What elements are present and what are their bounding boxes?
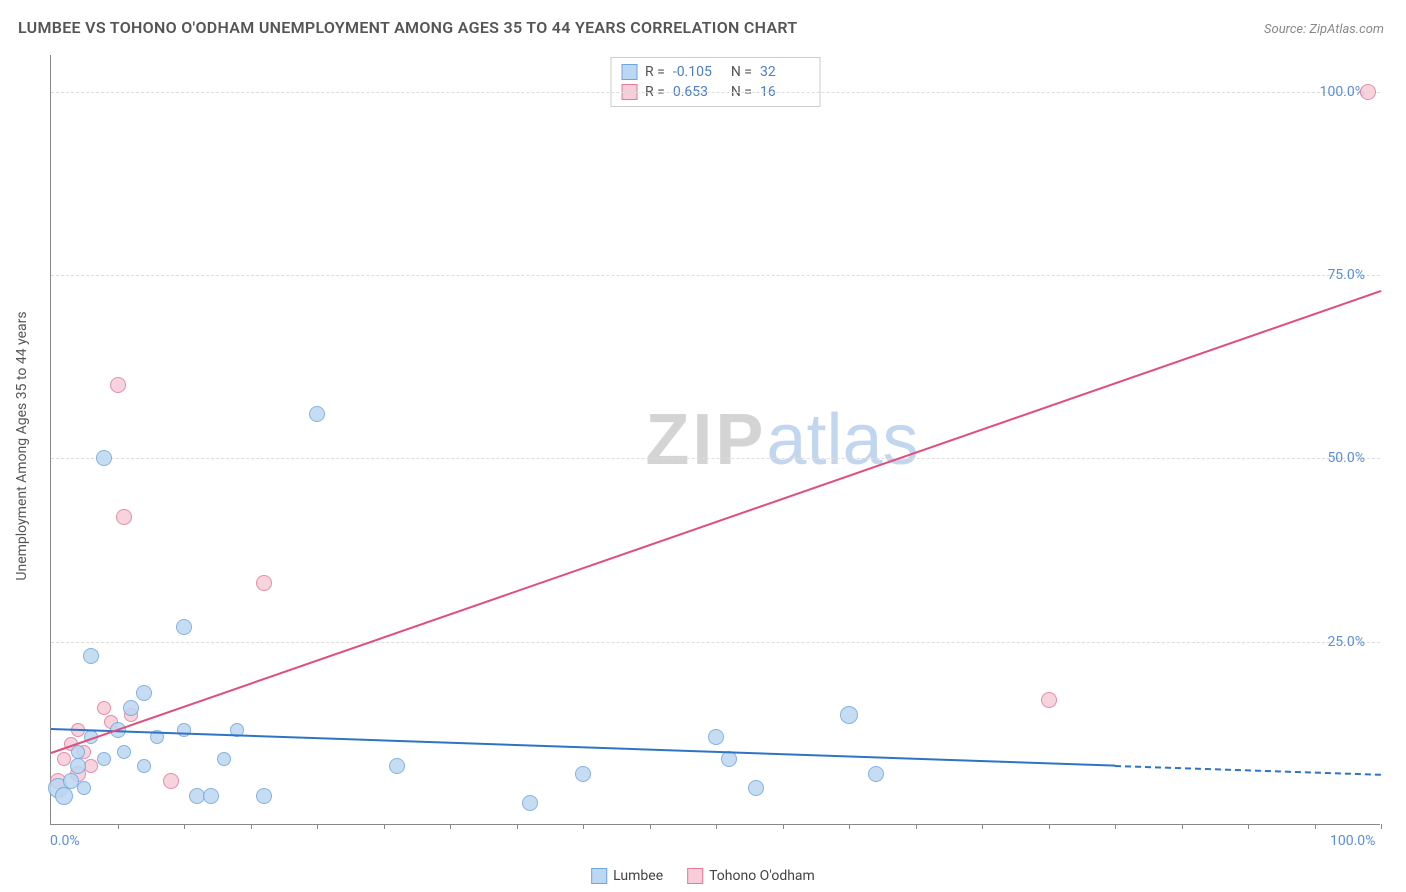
scatter-point-lumbee xyxy=(868,766,884,782)
scatter-point-tohono xyxy=(110,377,126,393)
watermark-zip: ZIP xyxy=(645,400,766,480)
scatter-point-lumbee xyxy=(71,745,85,759)
scatter-point-lumbee xyxy=(97,752,111,766)
scatter-point-lumbee xyxy=(217,752,231,766)
gridline xyxy=(51,275,1380,276)
y-tick-label: 75.0% xyxy=(1327,267,1365,283)
watermark: ZIPatlas xyxy=(645,399,918,481)
x-tick xyxy=(384,824,385,829)
scatter-point-lumbee xyxy=(136,685,152,701)
scatter-point-lumbee xyxy=(203,788,219,804)
gridline xyxy=(51,642,1380,643)
x-tick xyxy=(184,824,185,829)
scatter-point-tohono xyxy=(1360,84,1376,100)
y-tick-label: 100.0% xyxy=(1320,84,1365,100)
scatter-point-lumbee xyxy=(70,758,86,774)
stats-legend-box: R = -0.105 N = 32 R = 0.653 N = 16 xyxy=(610,57,821,107)
x-tick xyxy=(849,824,850,829)
scatter-point-tohono xyxy=(97,701,111,715)
gridline xyxy=(51,92,1380,93)
legend-label-tohono: Tohono O'odham xyxy=(709,868,815,884)
x-tick xyxy=(118,824,119,829)
trendline-lumbee xyxy=(51,728,1115,767)
legend-item-lumbee: Lumbee xyxy=(591,868,663,884)
scatter-point-lumbee xyxy=(55,787,73,805)
trendline-lumbee-dash xyxy=(1115,765,1381,776)
scatter-point-lumbee xyxy=(77,781,91,795)
source-attribution: Source: ZipAtlas.com xyxy=(1264,22,1384,37)
scatter-point-tohono xyxy=(116,509,132,525)
scatter-point-lumbee xyxy=(309,406,325,422)
scatter-point-tohono xyxy=(163,773,179,789)
scatter-point-tohono xyxy=(84,759,98,773)
scatter-point-lumbee xyxy=(840,706,858,724)
legend-swatch-lumbee xyxy=(591,868,607,884)
y-tick-label: 25.0% xyxy=(1327,634,1365,650)
scatter-point-lumbee xyxy=(117,745,131,759)
x-tick xyxy=(1381,824,1382,829)
plot-area: ZIPatlas R = -0.105 N = 32 R = 0.653 N =… xyxy=(50,55,1380,825)
x-tick xyxy=(982,824,983,829)
x-tick xyxy=(783,824,784,829)
r-label: R = xyxy=(645,64,665,80)
r-value-lumbee: -0.105 xyxy=(673,64,723,80)
scatter-point-lumbee xyxy=(83,648,99,664)
scatter-point-lumbee xyxy=(137,759,151,773)
x-tick-label: 0.0% xyxy=(50,833,80,849)
x-tick xyxy=(583,824,584,829)
x-tick xyxy=(916,824,917,829)
chart-container: LUMBEE VS TOHONO O'ODHAM UNEMPLOYMENT AM… xyxy=(0,0,1406,892)
stats-row-lumbee: R = -0.105 N = 32 xyxy=(621,62,810,82)
x-tick-label: 100.0% xyxy=(1330,833,1375,849)
y-tick-label: 50.0% xyxy=(1327,450,1365,466)
legend-label-lumbee: Lumbee xyxy=(613,868,663,884)
swatch-lumbee xyxy=(621,64,637,80)
x-tick xyxy=(450,824,451,829)
scatter-point-lumbee xyxy=(522,795,538,811)
n-value-lumbee: 32 xyxy=(760,64,810,80)
trendline-tohono xyxy=(51,290,1382,754)
legend: Lumbee Tohono O'odham xyxy=(591,868,815,884)
scatter-point-lumbee xyxy=(176,619,192,635)
gridline xyxy=(51,458,1380,459)
x-tick xyxy=(650,824,651,829)
n-label: N = xyxy=(731,64,752,80)
scatter-point-lumbee xyxy=(96,450,112,466)
scatter-point-lumbee xyxy=(708,729,724,745)
x-tick xyxy=(716,824,717,829)
chart-title: LUMBEE VS TOHONO O'ODHAM UNEMPLOYMENT AM… xyxy=(18,18,798,37)
scatter-point-tohono xyxy=(256,575,272,591)
x-tick xyxy=(1315,824,1316,829)
x-tick xyxy=(317,824,318,829)
scatter-point-lumbee xyxy=(575,766,591,782)
x-tick xyxy=(517,824,518,829)
legend-item-tohono: Tohono O'odham xyxy=(687,868,815,884)
scatter-point-lumbee xyxy=(256,788,272,804)
scatter-point-lumbee xyxy=(123,700,139,716)
x-tick xyxy=(251,824,252,829)
x-tick xyxy=(1049,824,1050,829)
y-axis-label: Unemployment Among Ages 35 to 44 years xyxy=(14,311,30,580)
watermark-atlas: atlas xyxy=(766,400,918,480)
x-tick xyxy=(1248,824,1249,829)
scatter-point-lumbee xyxy=(389,758,405,774)
scatter-point-lumbee xyxy=(748,780,764,796)
x-tick xyxy=(1115,824,1116,829)
legend-swatch-tohono xyxy=(687,868,703,884)
x-tick xyxy=(1182,824,1183,829)
scatter-point-tohono xyxy=(1041,692,1057,708)
